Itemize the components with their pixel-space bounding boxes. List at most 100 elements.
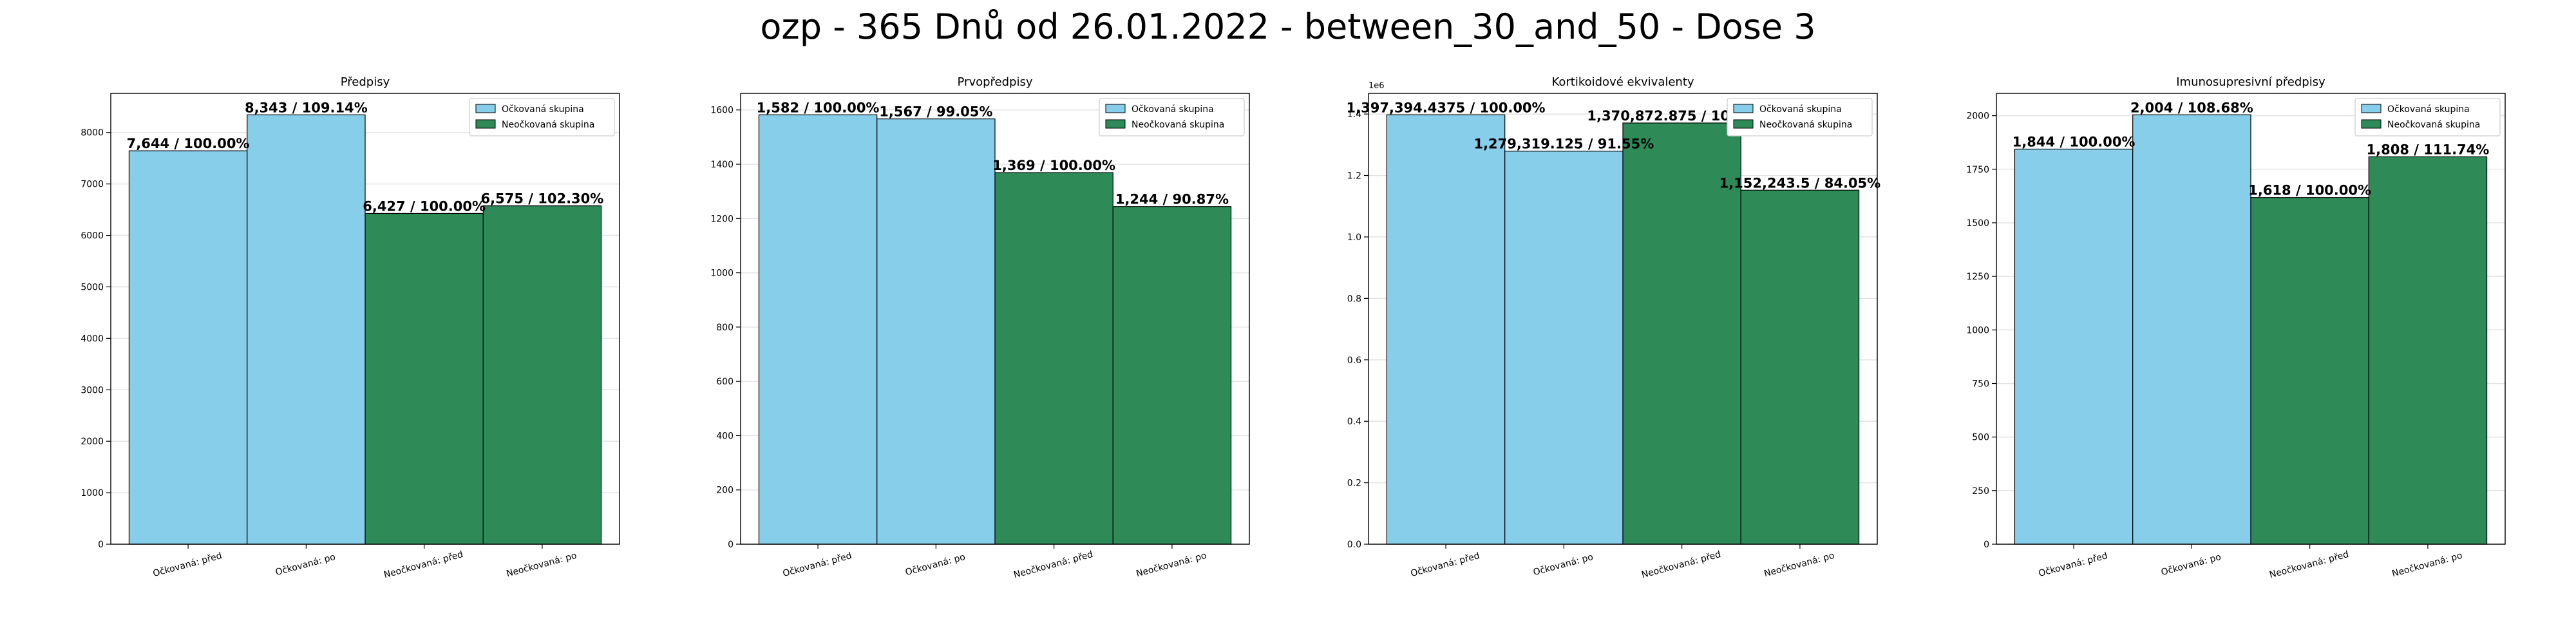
x-tick-label: Neočkovaná: před [1640, 549, 1722, 580]
bar [1622, 122, 1741, 545]
legend-box [469, 98, 615, 137]
bar-value-label: 1,808 / 111.74% [2367, 142, 2490, 157]
bar-value-label: 1,844 / 100.00% [2012, 135, 2136, 150]
y-tick-label: 0.8 [1347, 294, 1361, 304]
y-tick-label: 1250 [1966, 272, 1989, 282]
bar-value-label: 6,427 / 100.00% [363, 198, 486, 214]
legend-label: Neočkovaná skupina [1132, 120, 1224, 130]
y-tick-label: 0 [98, 540, 104, 550]
bar [1112, 206, 1232, 545]
chart-panel-3: Kortikoidové ekvivalenty 0.0 0.2 0.4 0.6 0.8 1… [1347, 75, 1881, 580]
y-tick-label: 7000 [80, 180, 104, 190]
plot-frame [740, 93, 1250, 545]
legend-box [1099, 98, 1245, 137]
bar-value-label: 6,575 / 102.30% [481, 191, 604, 207]
bar [1740, 189, 1860, 545]
x-tick-label: Neočkovaná: po [2391, 551, 2463, 580]
legend-box [1727, 98, 1873, 137]
y-tick-label: 1200 [710, 214, 734, 224]
legend-swatch [2361, 119, 2382, 129]
bar [994, 172, 1113, 545]
legend: Očkovaná skupina Neočkovaná skupina [469, 98, 615, 137]
y-tick-label: 1.2 [1347, 171, 1361, 182]
chart-panel-2: Prvopředpisy 0 200 400 600 800 1000 1200 1400 160… [710, 75, 1250, 580]
y-tick-label: 500 [1972, 433, 1989, 443]
bar [876, 118, 996, 545]
x-tick-label: Neočkovaná: před [383, 549, 464, 580]
y-tick-label: 1.4 [1347, 109, 1361, 120]
x-tick-label: Očkovaná: po [274, 552, 337, 578]
bar-value-label: 1,618 / 100.00% [2248, 183, 2371, 198]
legend-label: Neočkovaná skupina [1759, 120, 1852, 130]
y-tick-label: 1000 [710, 269, 734, 279]
x-tick-label: Neočkovaná: před [1012, 549, 1094, 580]
bar-value-label: 1,397,394.4375 / 100.00% [1347, 100, 1546, 115]
y-tick-label: 750 [1972, 379, 1989, 389]
bar [1386, 114, 1506, 545]
legend-swatch [1733, 104, 1754, 113]
bar [2132, 114, 2251, 545]
y-tick-label: 3000 [80, 385, 104, 395]
bar-value-label: 1,369 / 100.00% [992, 158, 1115, 173]
x-tick-label: Očkovaná: po [904, 552, 967, 578]
legend-box [2354, 98, 2501, 137]
x-tick-label: Neočkovaná: po [1135, 551, 1208, 580]
plot-frame [1368, 93, 1878, 545]
plot-frame [1996, 93, 2506, 545]
bar [247, 114, 366, 545]
x-tick-label: Očkovaná: po [1532, 552, 1595, 578]
x-tick-label: Neočkovaná: před [2268, 549, 2350, 580]
bar-value-label: 1,279,319.125 / 91.55% [1473, 137, 1654, 152]
y-tick-label: 0 [728, 540, 734, 550]
y-tick-label: 4000 [80, 334, 104, 344]
bar [482, 205, 602, 545]
x-tick-label: Neočkovaná: po [505, 551, 578, 580]
y-tick-label: 8000 [80, 128, 104, 138]
y-offset-label: 1e6 [1368, 81, 1385, 91]
y-tick-label: 1600 [710, 106, 734, 116]
y-tick-label: 0.6 [1347, 355, 1361, 366]
chart-title: Prvopředpisy [958, 75, 1033, 89]
y-tick-label: 6000 [80, 231, 104, 242]
bar-value-label: 7,644 / 100.00% [127, 136, 250, 151]
y-tick-label: 0 [1984, 540, 1989, 550]
y-tick-label: 250 [1972, 486, 1989, 497]
y-tick-label: 800 [716, 323, 734, 333]
chart-title: Kortikoidové ekvivalenty [1551, 75, 1694, 89]
bar-value-label: 2,004 / 108.68% [2130, 100, 2253, 115]
y-tick-label: 2000 [1966, 111, 1989, 122]
legend-swatch [1105, 104, 1126, 113]
legend-swatch [475, 119, 496, 129]
legend: Očkovaná skupina Neočkovaná skupina [1099, 98, 1245, 137]
y-tick-label: 0.0 [1347, 540, 1361, 550]
legend-swatch [475, 104, 496, 113]
chart-title: Imunosupresivní předpisy [2176, 75, 2325, 89]
bar [128, 150, 248, 545]
y-tick-label: 1000 [80, 488, 104, 498]
legend: Očkovaná skupina Neočkovaná skupina [1727, 98, 1873, 137]
y-tick-label: 2000 [80, 437, 104, 447]
chart-panel-4: Imunosupresivní předpisy 0 250 500 750 1000 12… [1966, 75, 2506, 580]
bar-value-label: 1,567 / 99.05% [879, 104, 992, 120]
chart-title: Předpisy [341, 75, 390, 89]
x-tick-label: Očkovaná: před [782, 551, 853, 579]
bar-value-label: 1,582 / 100.00% [757, 100, 880, 115]
legend-swatch [2361, 104, 2382, 113]
y-tick-label: 600 [716, 377, 734, 387]
y-tick-label: 200 [716, 486, 734, 496]
legend-swatch [1105, 119, 1126, 129]
y-tick-label: 1500 [1966, 218, 1989, 229]
y-tick-label: 5000 [80, 282, 104, 292]
legend-label: Neočkovaná skupina [2387, 120, 2480, 130]
y-tick-label: 400 [716, 431, 734, 441]
y-tick-label: 1000 [1966, 325, 1989, 336]
y-tick-label: 0.4 [1347, 417, 1361, 427]
bar [758, 114, 878, 545]
y-tick-label: 1750 [1966, 165, 1989, 175]
legend: Očkovaná skupina Neočkovaná skupina [2354, 98, 2501, 137]
legend-label: Očkovaná skupina [1759, 104, 1842, 115]
figure-title: ozp - 365 Dnů od 26.01.2022 - between_30… [760, 6, 1816, 47]
plot-frame [110, 93, 620, 545]
x-tick-label: Očkovaná: před [2038, 551, 2109, 579]
